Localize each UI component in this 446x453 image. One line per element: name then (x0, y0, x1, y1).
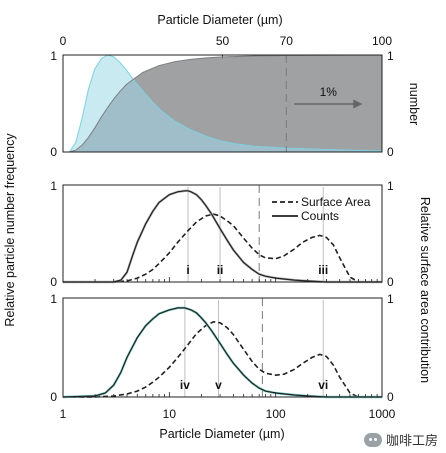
top-right-axis-label: number (407, 83, 421, 125)
marker-label-iv: iv (180, 378, 190, 392)
right-y-axis-label: Relative surface area contribution (418, 197, 432, 383)
top-left-ytick-1: 1 (50, 49, 57, 63)
legend-counts-label: Counts (301, 209, 339, 223)
marker-label-v: v (215, 378, 222, 392)
number-curve (63, 54, 383, 153)
middle-left-ytick-0: 0 (50, 275, 57, 289)
top-right-ytick-1: 1 (387, 49, 394, 63)
bottom-x-tick-label: 100 (266, 407, 286, 421)
counts-curve (63, 190, 382, 283)
bottom-right-ytick-1: 1 (387, 292, 394, 306)
top-x-tick-label: 0 (60, 34, 67, 48)
middle-legend: Surface Area Counts (272, 195, 371, 223)
wechat-icon (363, 432, 382, 447)
bottom-x-axis-label: Particle Diameter (µm) (159, 427, 284, 441)
top-annotation: 1% (294, 85, 363, 109)
bottom-x-tick-label: 1 (60, 407, 67, 421)
middle-left-ytick-1: 1 (50, 179, 57, 193)
bottom-x-tick-label: 10 (163, 407, 177, 421)
marker-label-iii: iii (318, 263, 328, 277)
cumulative-curve (63, 54, 382, 153)
bottom-x-ticks: 1 10 100 1000 (60, 407, 396, 421)
middle-right-ytick-0: 0 (387, 275, 394, 289)
marker-label-i: i (186, 263, 189, 277)
marker-label-ii: ii (217, 263, 224, 277)
top-right-ytick-0: 0 (387, 145, 394, 159)
bottom-x-tick-label: 1000 (369, 407, 396, 421)
surface-curve-shadow (63, 321, 382, 398)
top-left-ytick-0: 0 (50, 145, 57, 159)
bottom-left-ytick-1: 1 (50, 292, 57, 306)
top-plot-frame (62, 54, 383, 153)
watermark: 咖啡工房 (363, 430, 438, 449)
left-y-axis-label: Relative particle number frequency (3, 133, 17, 327)
panel-top: Particle Diameter (µm) 0 50 70 100 1% 1 0 1… (50, 13, 421, 159)
panel-bottom: iv v vi 1 10 100 1000 Particle Diameter (µm) … (50, 292, 395, 441)
legend-surface-label: Surface Area (301, 195, 371, 209)
top-x-tick-label: 100 (372, 34, 392, 48)
counts-curve-shadow (62, 306, 382, 399)
bottom-plot-frame (62, 297, 383, 398)
middle-plot-frame (62, 184, 383, 283)
bottom-left-ytick-0: 0 (50, 390, 57, 404)
bottom-right-ytick-0: 0 (387, 390, 394, 404)
panel-middle: i ii iii Surface Area Counts 1 0 1 0 (50, 179, 394, 289)
top-annotation-label: 1% (320, 85, 338, 99)
middle-right-ytick-1: 1 (387, 179, 394, 193)
top-x-tick-label: 70 (280, 34, 294, 48)
surface-area-curve (63, 320, 382, 398)
counts-curve (62, 307, 382, 398)
top-annotation-arrowhead (353, 99, 363, 109)
watermark-text: 咖啡工房 (385, 434, 438, 449)
middle-content: i ii iii (62, 185, 382, 284)
top-areas (63, 54, 383, 153)
marker-label-vi: vi (318, 378, 328, 392)
top-x-tick-label: 50 (216, 34, 230, 48)
bottom-content: iv v vi (62, 298, 382, 399)
top-x-axis-label: Particle Diameter (µm) (157, 13, 282, 27)
top-x-ticks: 0 50 70 100 (60, 34, 392, 59)
